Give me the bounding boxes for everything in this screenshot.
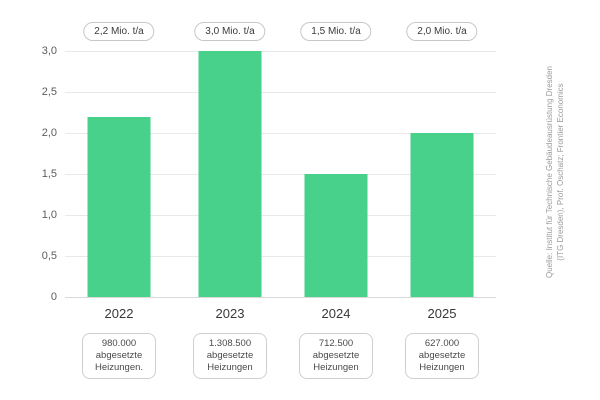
y-tick-label: 0,5 <box>41 250 57 262</box>
y-tick-label: 1,5 <box>41 168 57 180</box>
annotation-pill-2023: 3,0 Mio. t/a <box>194 22 266 41</box>
footnote-text: abgesetzte <box>95 350 143 361</box>
y-tick-label: 1,0 <box>41 209 57 221</box>
annotation-pill-2022: 2,2 Mio. t/a <box>83 22 155 41</box>
x-tick-label-2022: 2022 <box>104 306 134 321</box>
footnote-value: 627.000 <box>424 338 460 349</box>
x-tick-label-2023: 2023 <box>215 306 245 321</box>
bar-2025 <box>410 133 474 297</box>
footnote-box-2023: 1.308.500 abgesetzte Heizungen <box>193 333 267 379</box>
annotation-pill-2025: 2,0 Mio. t/a <box>406 22 478 41</box>
gridline <box>65 215 496 216</box>
gridline <box>65 133 496 134</box>
footnote-value: 1.308.500 <box>208 338 252 349</box>
x-tick-label-2025: 2025 <box>427 306 457 321</box>
gridline <box>65 51 496 52</box>
footnote-text: Heizungen <box>313 362 359 373</box>
gridline <box>65 174 496 175</box>
footnote-text: Heizungen. <box>94 362 144 373</box>
source-citation: Quelle: Institut für Technische Gebäudea… <box>544 66 566 278</box>
bar-2023 <box>198 51 262 297</box>
y-tick-label: 2,5 <box>41 86 57 98</box>
footnote-text: Heizungen <box>419 362 465 373</box>
footnote-text: Heizungen <box>207 362 253 373</box>
footnote-text: abgesetzte <box>418 350 466 361</box>
bar-2022 <box>87 117 151 297</box>
footnote-box-2022: 980.000 abgesetzte Heizungen. <box>82 333 156 379</box>
source-line-1: Quelle: Institut für Technische Gebäudea… <box>545 66 554 278</box>
footnote-value: 712.500 <box>318 338 354 349</box>
footnote-text: abgesetzte <box>312 350 360 361</box>
y-tick-label: 2,0 <box>41 127 57 139</box>
annotation-pill-2024: 1,5 Mio. t/a <box>300 22 372 41</box>
footnote-value: 980.000 <box>101 338 137 349</box>
gridline <box>65 92 496 93</box>
footnote-text: abgesetzte <box>206 350 254 361</box>
bar-2024 <box>304 174 368 297</box>
source-line-2: (ITG Dresden), Prof. Oschatz; Frontier E… <box>556 83 565 261</box>
x-tick-label-2024: 2024 <box>321 306 351 321</box>
x-axis-line <box>65 297 496 298</box>
y-tick-label: 3,0 <box>41 45 57 57</box>
y-tick-label: 0 <box>50 291 57 303</box>
gridline <box>65 256 496 257</box>
footnote-box-2025: 627.000 abgesetzte Heizungen <box>405 333 479 379</box>
footnote-box-2024: 712.500 abgesetzte Heizungen <box>299 333 373 379</box>
